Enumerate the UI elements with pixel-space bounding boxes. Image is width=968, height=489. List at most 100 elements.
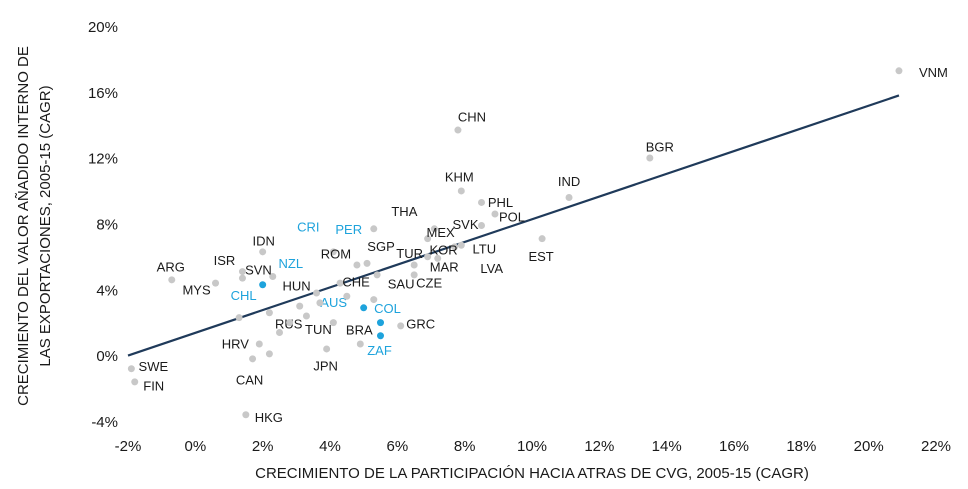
x-tick-label: 8%: [454, 438, 476, 455]
x-tick-label: 4%: [319, 438, 341, 455]
point-label: CHL: [231, 288, 257, 303]
point: [212, 279, 220, 287]
point: [259, 248, 267, 256]
point-label: SVN: [245, 263, 272, 278]
point-label: PHL: [488, 195, 513, 210]
x-tick-label: 12%: [584, 438, 614, 455]
y-tick-label: -4%: [91, 414, 118, 431]
point: [451, 243, 459, 251]
point-label: MAR: [430, 259, 459, 274]
x-tick-label: 22%: [921, 438, 951, 455]
x-tick-label: 18%: [786, 438, 816, 455]
point: [235, 314, 243, 322]
point: [457, 187, 465, 195]
point-label: IND: [558, 174, 580, 189]
point: [478, 222, 485, 229]
point-label: CZE: [416, 275, 442, 290]
point: [377, 319, 384, 327]
y-axis-label: LAS EXPORTACIONES, 2005-15 (CAGR): [37, 85, 54, 366]
point: [454, 126, 462, 134]
point: [329, 319, 337, 327]
point: [424, 235, 432, 243]
point-label: CAN: [236, 372, 263, 387]
point: [356, 340, 364, 348]
point: [397, 322, 405, 330]
point-label: PER: [335, 222, 362, 237]
point: [316, 299, 324, 307]
point-label: SAU: [388, 276, 415, 291]
point-label: GRC: [406, 316, 435, 331]
point: [296, 302, 304, 310]
point: [302, 312, 310, 320]
point: [457, 241, 465, 249]
point: [538, 235, 546, 243]
trend-line: [127, 94, 900, 357]
point: [255, 340, 263, 348]
point: [276, 328, 283, 336]
x-tick-label: 20%: [854, 438, 884, 455]
point: [434, 254, 442, 262]
point-label: ARG: [157, 259, 185, 274]
point-label: TUN: [305, 322, 332, 337]
y-axis-label: CRECIMIENTO DEL VALOR AÑADIDO INTERNO DE: [15, 46, 32, 406]
point: [265, 309, 273, 317]
point: [269, 273, 277, 281]
point: [131, 378, 139, 386]
point-label: IDN: [252, 233, 274, 248]
point: [249, 355, 257, 363]
y-tick-label: 8%: [96, 216, 118, 233]
y-tick-label: 0%: [96, 348, 118, 365]
y-tick-label: 4%: [96, 282, 118, 299]
point-label: SWE: [139, 359, 169, 374]
point-label: ISR: [214, 253, 236, 268]
point: [238, 268, 246, 276]
y-tick-label: 20%: [88, 19, 118, 36]
point: [168, 276, 176, 284]
point-label: HRV: [222, 336, 250, 351]
point-label: ZAF: [367, 343, 392, 358]
point: [410, 271, 418, 279]
point: [127, 365, 135, 373]
point-label: FIN: [143, 378, 164, 393]
x-tick-label: 6%: [386, 438, 408, 455]
point-label: LTU: [472, 242, 496, 257]
point-label: COL: [374, 301, 401, 316]
point: [646, 154, 654, 162]
point-label: BRA: [346, 322, 373, 337]
point-label: KHM: [445, 169, 474, 184]
point: [336, 279, 344, 287]
point: [360, 304, 368, 312]
point: [430, 225, 438, 233]
point-label: TUR: [396, 246, 423, 261]
point-label: HUN: [282, 278, 310, 293]
point-label: MYS: [182, 283, 211, 298]
point-label: CRI: [297, 219, 319, 234]
x-tick-label: 0%: [184, 438, 206, 455]
point-label: VNM: [919, 65, 948, 80]
point-label: AUS: [320, 295, 347, 310]
point: [265, 350, 273, 358]
point-label: SVK: [452, 217, 478, 232]
point: [363, 259, 371, 267]
point: [259, 281, 267, 289]
point-label: NZL: [278, 256, 303, 271]
point: [895, 67, 903, 75]
point: [565, 194, 573, 202]
point: [491, 210, 499, 218]
x-tick-label: 2%: [252, 438, 274, 455]
point: [377, 332, 384, 340]
point: [373, 271, 381, 279]
point-label: CHE: [342, 275, 370, 290]
x-tick-label: 16%: [719, 438, 749, 455]
point: [286, 319, 294, 327]
point: [313, 289, 321, 297]
point: [343, 292, 351, 300]
point-label: POL: [499, 209, 525, 224]
point-label: ROM: [321, 246, 351, 261]
point: [424, 253, 432, 261]
x-tick-label: -2%: [115, 438, 142, 455]
y-tick-label: 16%: [88, 85, 118, 102]
point: [370, 296, 378, 304]
point-label: LVA: [480, 261, 503, 276]
